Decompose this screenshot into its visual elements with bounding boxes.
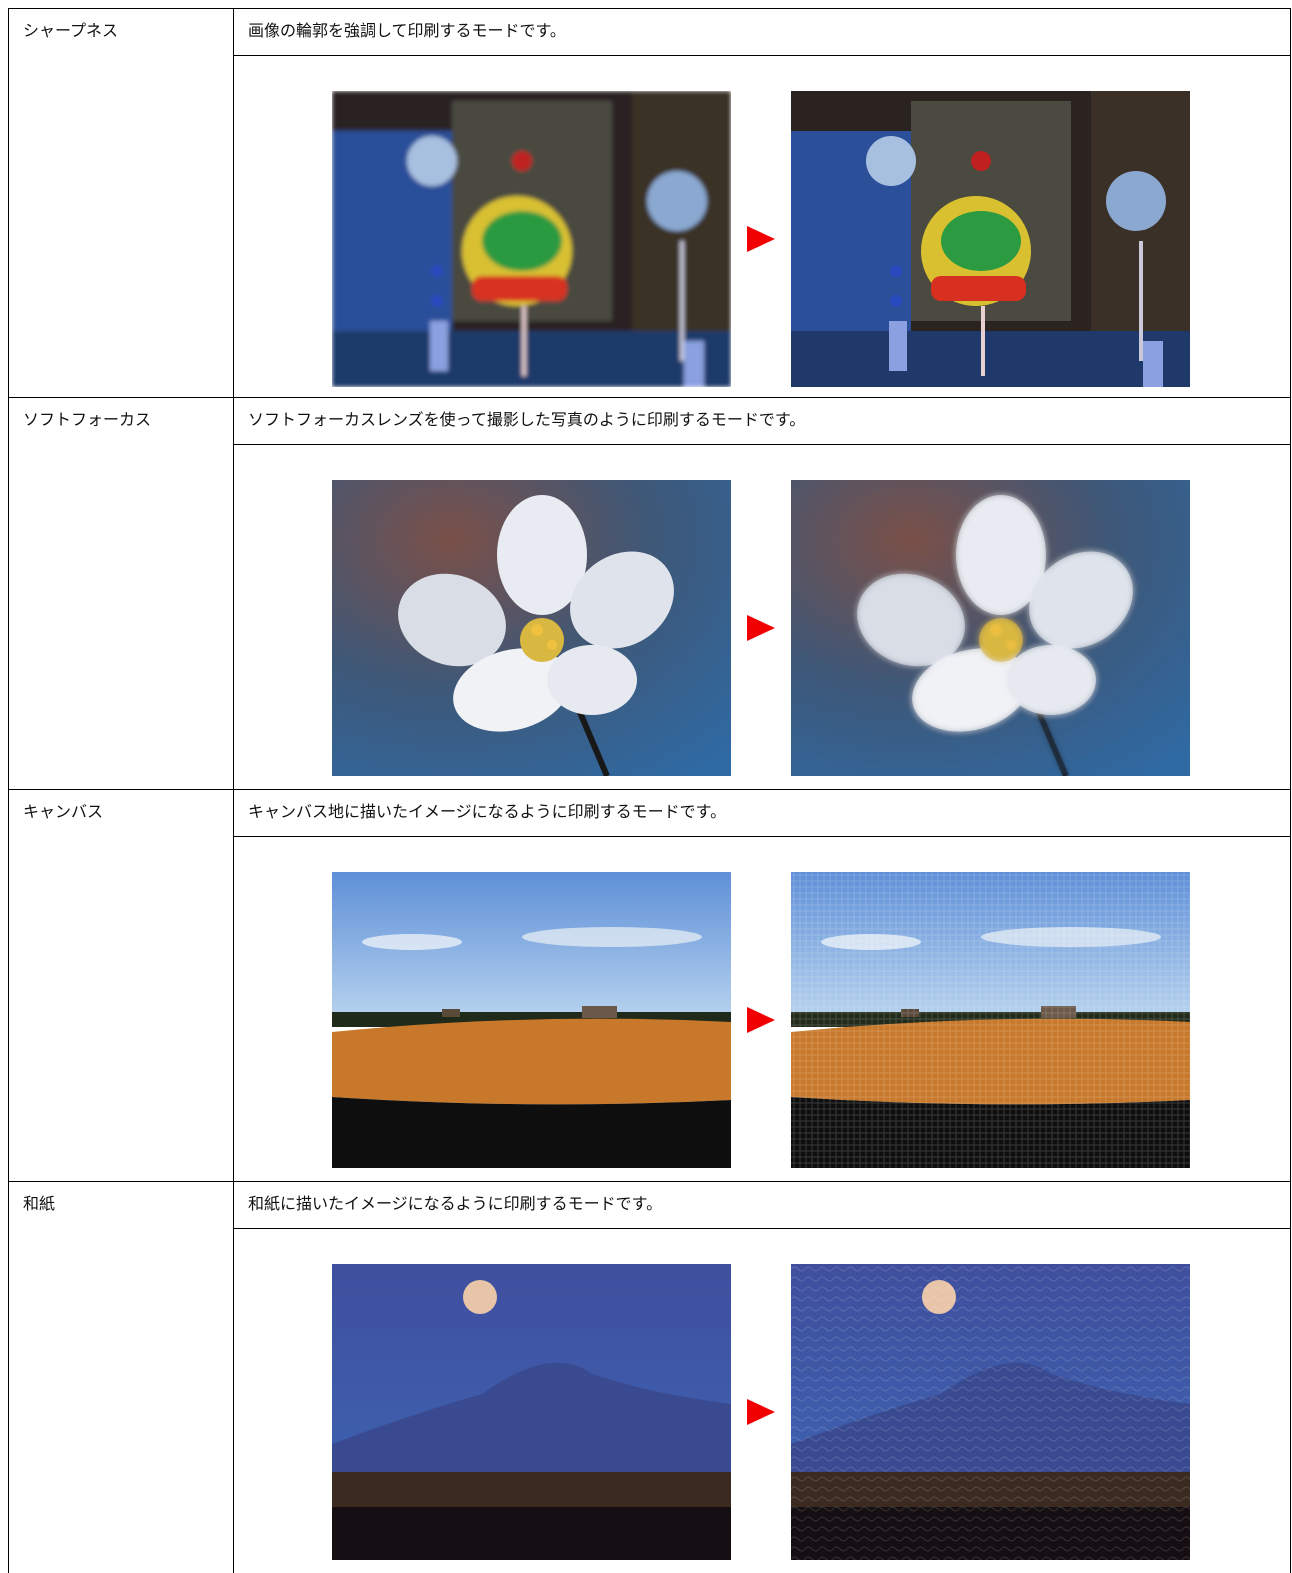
name-cell [8,1181,234,1573]
description-cell [233,1181,1291,1229]
mode-name: ソフトフォーカス [23,410,152,429]
arrow-icon [747,226,775,252]
mode-description: 画像の輪郭を強調して印刷するモードです。 [248,21,566,40]
after-image [791,1264,1190,1560]
before-image [332,480,731,776]
mode-description: キャンバス地に描いたイメージになるように印刷するモードです。 [248,802,727,821]
arrow-icon [747,615,775,641]
name-cell [8,397,234,790]
mode-name: 和紙 [23,1194,56,1213]
before-image [332,872,731,1168]
name-cell [8,8,234,398]
name-cell [8,789,234,1182]
before-image [332,1264,731,1560]
after-image [791,480,1190,776]
arrow-icon [747,1399,775,1425]
mode-description: 和紙に描いたイメージになるように印刷するモードです。 [248,1194,663,1213]
after-image [791,872,1190,1168]
mode-name: シャープネス [23,21,119,40]
before-image [332,91,731,387]
mode-description: ソフトフォーカスレンズを使って撮影した写真のように印刷するモードです。 [248,410,806,429]
after-image [791,91,1190,387]
mode-name: キャンバス [23,802,104,821]
arrow-icon [747,1007,775,1033]
description-cell [233,8,1291,56]
